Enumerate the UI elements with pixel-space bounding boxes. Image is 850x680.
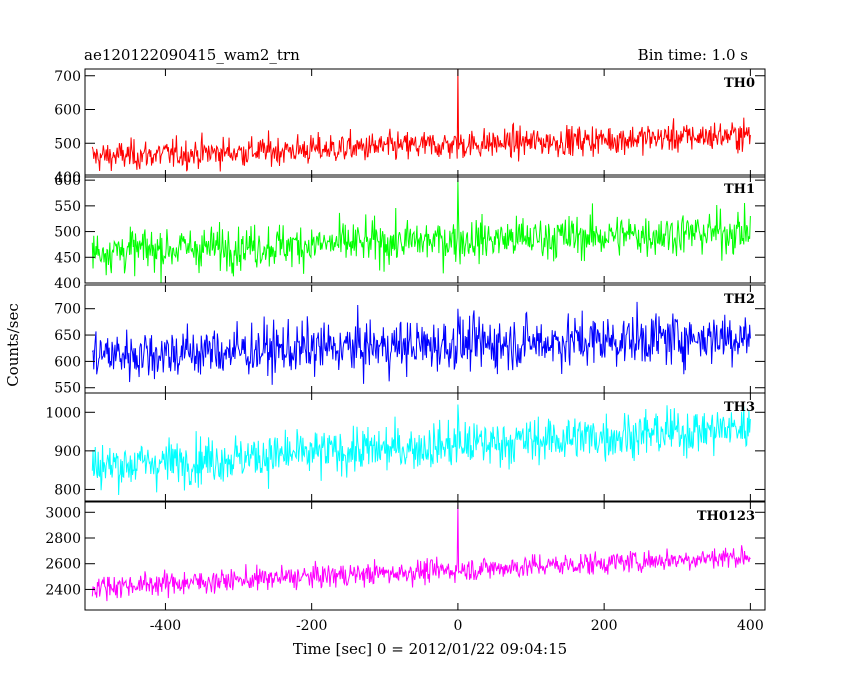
chart-title-right: Bin time: 1.0 s xyxy=(638,46,748,64)
y-tick-label: 2400 xyxy=(45,582,81,598)
x-tick-label: -200 xyxy=(296,618,327,634)
panel-th0: 400 500 600 700 TH0 xyxy=(54,68,766,186)
panel-frame xyxy=(84,501,766,611)
y-tick-label: 600 xyxy=(54,103,81,119)
y-tick-label: 600 xyxy=(54,354,81,370)
y-tick-label: 700 xyxy=(54,69,81,85)
series-line-th0 xyxy=(91,69,751,172)
panel-frame xyxy=(84,392,766,502)
panel-label: TH1 xyxy=(724,182,755,197)
panel-th2: 550 600 650 700 TH2 xyxy=(54,284,766,397)
panel-frame xyxy=(84,174,766,284)
x-tick-label: 0 xyxy=(453,618,462,634)
panel-frame xyxy=(84,68,766,178)
x-tick-label: -400 xyxy=(150,618,181,634)
y-tick-label: 650 xyxy=(54,328,81,344)
panel-th1: 400 450 500 550 600 TH1 xyxy=(54,173,766,292)
y-tick-label: 900 xyxy=(54,444,81,460)
series-line-th2 xyxy=(91,301,751,385)
x-tick-label: 200 xyxy=(591,618,618,634)
y-tick-label: 400 xyxy=(54,276,81,292)
series-line-th3 xyxy=(91,404,751,496)
panel-label: TH0 xyxy=(724,76,755,91)
panel-label: TH3 xyxy=(724,400,755,415)
panel-label: TH2 xyxy=(724,292,755,307)
y-tick-label: 700 xyxy=(54,302,81,318)
y-tick-label: 550 xyxy=(54,199,81,215)
y-tick-label: 600 xyxy=(54,173,81,189)
series-line-th1 xyxy=(91,180,751,283)
y-tick-label: 800 xyxy=(54,482,81,498)
x-axis-label: Time [sec] 0 = 2012/01/22 09:04:15 xyxy=(293,640,567,658)
panel-label: TH0123 xyxy=(697,509,755,524)
y-axis-label: Counts/sec xyxy=(4,303,22,387)
y-tick-label: 3000 xyxy=(45,505,81,521)
y-tick-label: 550 xyxy=(54,381,81,397)
y-tick-label: 2800 xyxy=(45,531,81,547)
y-tick-label: 400 xyxy=(54,170,81,186)
panels-group: 400 500 600 700 TH0 400 450 500 550 600 TH1 550 600 6… xyxy=(45,68,766,634)
y-tick-label: 500 xyxy=(54,225,81,241)
panel-th3: 800 900 1000 TH3 xyxy=(45,392,766,502)
y-tick-label: 450 xyxy=(54,250,81,266)
y-tick-label: 2600 xyxy=(45,557,81,573)
chart-title-left: ae120122090415_wam2_trn xyxy=(84,46,300,64)
series-line-th0123 xyxy=(91,504,751,602)
x-tick-label: 400 xyxy=(737,618,764,634)
panel-th0123: 2400 2600 2800 3000 TH0123 xyxy=(45,501,766,611)
y-tick-label: 1000 xyxy=(45,405,81,421)
y-tick-label: 500 xyxy=(54,136,81,152)
